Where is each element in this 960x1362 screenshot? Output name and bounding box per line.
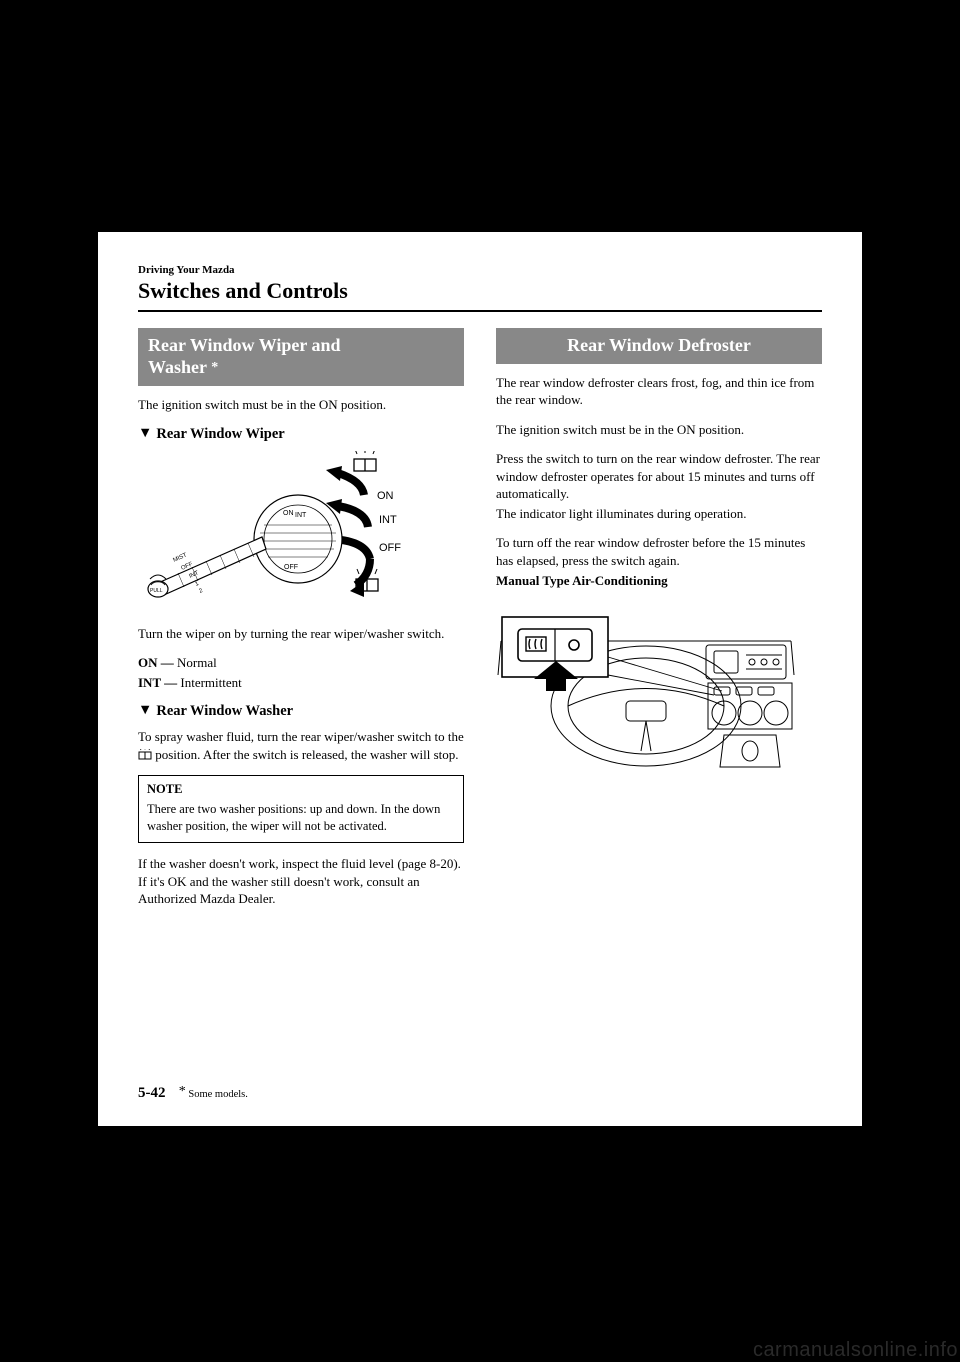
defroster-p1: The rear window defroster clears frost, … — [496, 374, 822, 409]
svg-text:2: 2 — [198, 587, 204, 594]
on-label: ON — — [138, 655, 177, 670]
page-number: 5-42 — [138, 1085, 166, 1101]
on-setting: ON — Normal — [138, 654, 464, 672]
on-value: Normal — [177, 655, 217, 670]
subhead-rear-wiper: ▼Rear Window Wiper — [138, 426, 464, 443]
note-box: NOTE There are two washer positions: up … — [138, 775, 464, 843]
wiper-stalk-figure: ON INT OFF — [138, 451, 408, 611]
note-title: NOTE — [147, 782, 455, 797]
topic-line2: Washer — [148, 357, 207, 377]
turn-instruction: Turn the wiper on by turning the rear wi… — [138, 625, 464, 643]
defroster-p3: Press the switch to turn on the rear win… — [496, 450, 822, 503]
chapter-label: Driving Your Mazda — [138, 264, 822, 276]
defroster-button-figure — [496, 601, 796, 771]
ignition-note: The ignition switch must be in the ON po… — [138, 396, 464, 414]
washer-p1a: To spray washer fluid, turn the rear wip… — [138, 729, 464, 744]
right-column: Rear Window Defroster The rear window de… — [496, 328, 822, 920]
subhead-rear-washer-text: Rear Window Washer — [156, 703, 293, 719]
washer-check: If the washer doesn't work, inspect the … — [138, 855, 464, 908]
note-body: There are two washer positions: up and d… — [147, 801, 455, 834]
topic-rear-wiper-washer: Rear Window Wiper and Washer * — [138, 328, 464, 386]
defroster-p5: To turn off the rear window defroster be… — [496, 534, 822, 569]
int-value: Intermittent — [180, 675, 241, 690]
svg-text:OFF: OFF — [284, 564, 298, 571]
asterisk-icon: * — [211, 360, 218, 375]
washer-instruction: To spray washer fluid, turn the rear wip… — [138, 728, 464, 763]
int-setting: INT — Intermittent — [138, 674, 464, 692]
topic-line1: Rear Window Wiper and — [148, 335, 341, 355]
washer-up-icon — [354, 451, 376, 471]
washer-p1b: position. After the switch is released, … — [155, 747, 458, 762]
defroster-p4: The indicator light illuminates during o… — [496, 505, 822, 523]
svg-text:PULL: PULL — [150, 588, 163, 594]
asterisk-icon: * — [179, 1084, 186, 1099]
label-int: INT — [379, 514, 397, 526]
defroster-p2: The ignition switch must be in the ON po… — [496, 421, 822, 439]
svg-text:1: 1 — [194, 580, 200, 587]
topic-rear-defroster: Rear Window Defroster — [496, 328, 822, 364]
svg-text:MIST: MIST — [172, 552, 188, 563]
page-footer: 5-42 * Some models. — [138, 1084, 248, 1102]
footnote: * Some models. — [179, 1089, 248, 1100]
stalk-graphic: ON INT OFF MIST — [148, 495, 342, 597]
int-label: INT — — [138, 675, 180, 690]
watermark: carmanualsonline.info — [753, 1339, 958, 1362]
svg-text:INT: INT — [295, 512, 307, 519]
subhead-rear-washer: ▼Rear Window Washer — [138, 703, 464, 720]
down-triangle-icon: ▼ — [138, 702, 152, 719]
ac-type-label: Manual Type Air-Conditioning — [496, 572, 822, 590]
footnote-text: Some models. — [186, 1089, 248, 1100]
section-title: Switches and Controls — [138, 278, 822, 304]
content-columns: Rear Window Wiper and Washer * The ignit… — [138, 328, 822, 920]
defroster-button-callout — [502, 617, 722, 695]
label-on: ON — [377, 490, 394, 502]
manual-page: Driving Your Mazda Switches and Controls… — [98, 232, 862, 1126]
label-off: OFF — [379, 542, 401, 554]
svg-text:ON: ON — [283, 510, 294, 517]
left-column: Rear Window Wiper and Washer * The ignit… — [138, 328, 464, 920]
subhead-rear-wiper-text: Rear Window Wiper — [156, 426, 284, 442]
washer-symbol-icon — [138, 749, 152, 760]
down-triangle-icon: ▼ — [138, 425, 152, 442]
header-rule — [138, 310, 822, 312]
